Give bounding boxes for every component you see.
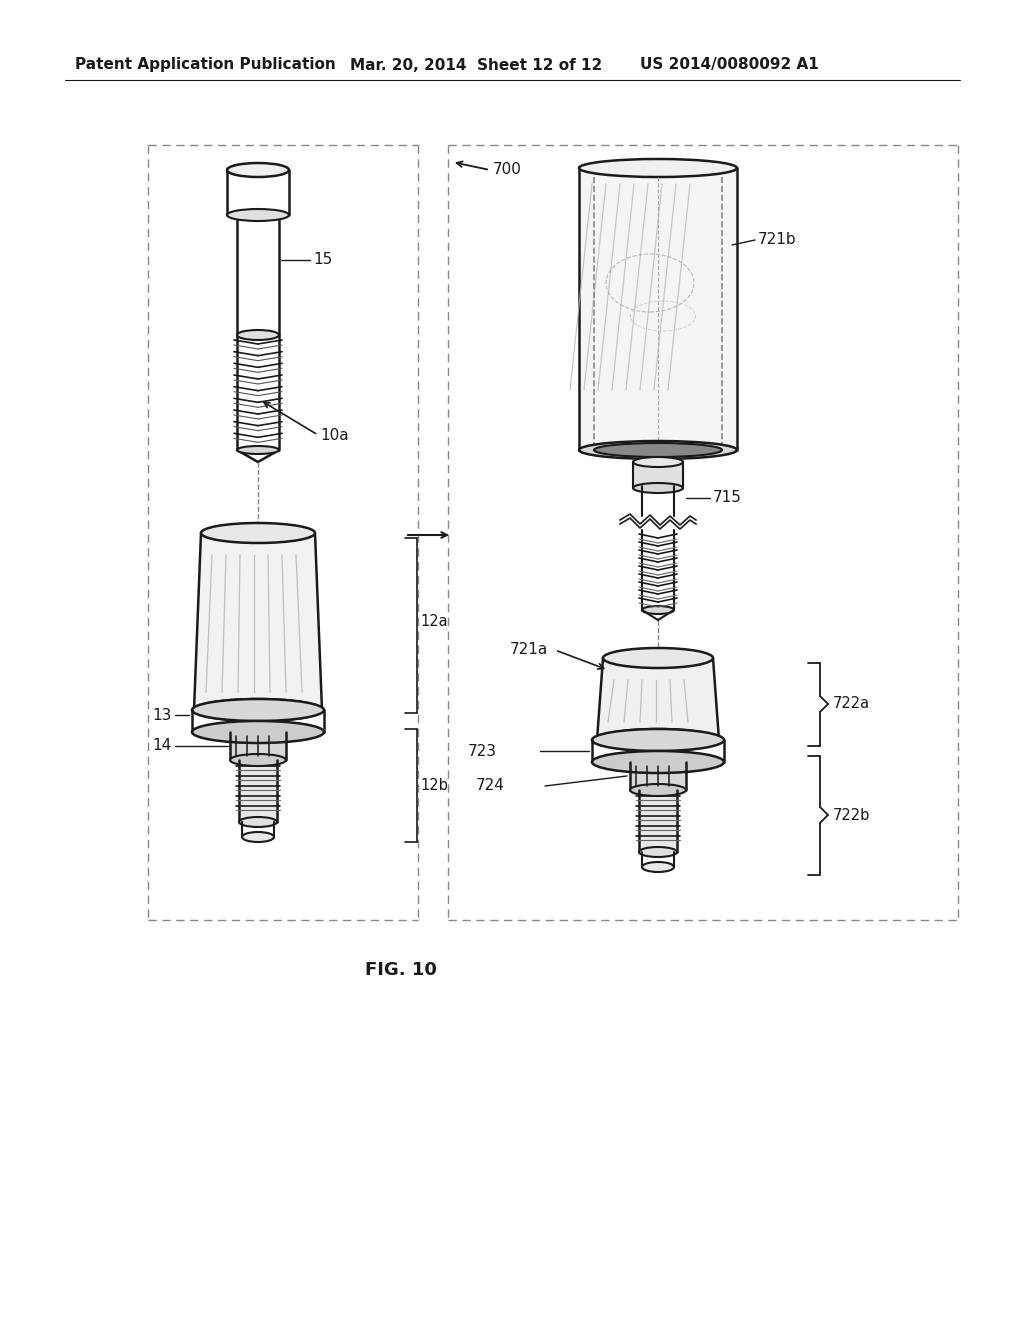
Ellipse shape — [592, 751, 724, 774]
Text: FIG. 10: FIG. 10 — [365, 961, 437, 979]
Text: 10a: 10a — [319, 428, 348, 442]
Ellipse shape — [237, 446, 279, 454]
Ellipse shape — [237, 330, 279, 341]
Polygon shape — [239, 760, 278, 822]
Text: 721a: 721a — [510, 643, 548, 657]
Ellipse shape — [633, 483, 683, 492]
Text: 700: 700 — [493, 162, 522, 177]
Text: 12a: 12a — [420, 614, 447, 628]
Text: Patent Application Publication: Patent Application Publication — [75, 58, 336, 73]
Ellipse shape — [642, 606, 674, 614]
Ellipse shape — [603, 648, 713, 668]
Polygon shape — [630, 762, 686, 789]
Ellipse shape — [193, 700, 324, 721]
Ellipse shape — [227, 209, 289, 220]
Text: 14: 14 — [153, 738, 172, 754]
Ellipse shape — [630, 784, 686, 796]
Polygon shape — [639, 789, 677, 851]
Ellipse shape — [592, 729, 724, 751]
Ellipse shape — [227, 162, 289, 177]
Text: Mar. 20, 2014  Sheet 12 of 12: Mar. 20, 2014 Sheet 12 of 12 — [350, 58, 602, 73]
Ellipse shape — [639, 847, 677, 857]
Ellipse shape — [239, 817, 278, 828]
Text: US 2014/0080092 A1: US 2014/0080092 A1 — [640, 58, 819, 73]
Text: 723: 723 — [468, 743, 497, 759]
Ellipse shape — [579, 158, 737, 177]
Ellipse shape — [594, 444, 722, 457]
Polygon shape — [230, 733, 286, 760]
Ellipse shape — [230, 754, 286, 766]
Ellipse shape — [242, 832, 274, 842]
Text: 721b: 721b — [758, 232, 797, 248]
Ellipse shape — [193, 721, 324, 743]
Ellipse shape — [597, 729, 719, 751]
Text: 13: 13 — [153, 708, 172, 722]
Polygon shape — [597, 657, 719, 741]
Polygon shape — [194, 533, 322, 710]
Polygon shape — [579, 168, 737, 450]
Text: 722b: 722b — [833, 808, 870, 822]
Text: 722a: 722a — [833, 697, 870, 711]
Polygon shape — [633, 462, 683, 488]
Text: 12b: 12b — [420, 777, 447, 792]
Ellipse shape — [201, 523, 315, 543]
Ellipse shape — [579, 441, 737, 459]
Text: 15: 15 — [313, 252, 332, 268]
Ellipse shape — [633, 457, 683, 467]
Text: 715: 715 — [713, 491, 741, 506]
Ellipse shape — [194, 700, 322, 721]
Text: 724: 724 — [476, 779, 505, 793]
Ellipse shape — [642, 862, 674, 873]
